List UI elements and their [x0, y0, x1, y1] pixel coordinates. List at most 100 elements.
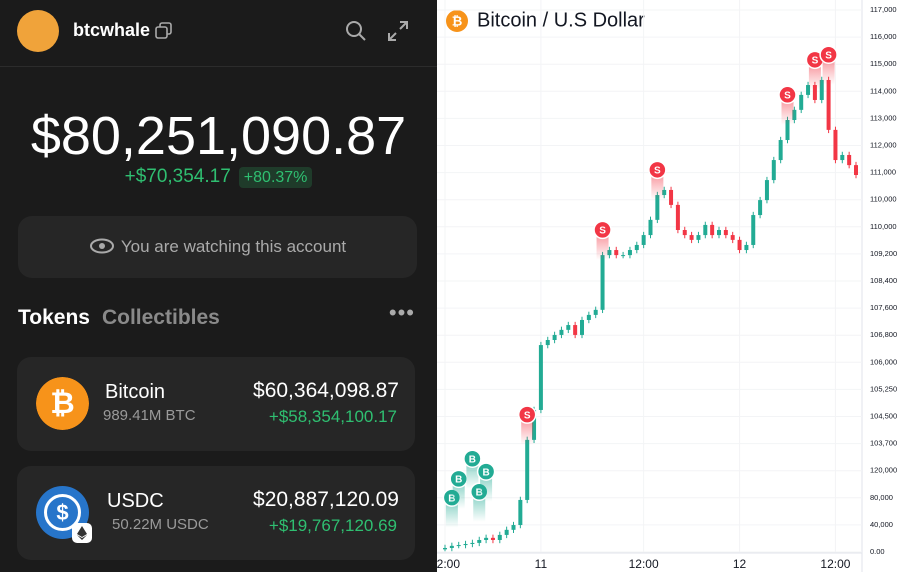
y-tick-label: 0.00	[870, 547, 885, 556]
candle-body	[737, 239, 742, 251]
chart: ₿ Bitcoin / U.S Dollar 117,000 116,000 115…	[430, 0, 897, 572]
watch-text: You are watching this account	[120, 237, 347, 256]
candle-body	[751, 215, 756, 245]
candle-body	[812, 85, 817, 100]
copy-icon[interactable]	[155, 22, 173, 40]
candle-body	[463, 543, 468, 546]
candle-body	[806, 85, 811, 95]
y-tick-label: 117,000	[870, 5, 897, 14]
candle-body	[833, 129, 838, 161]
signal-marker	[819, 45, 838, 64]
y-tick-label: 110,000	[870, 222, 897, 231]
candle-body	[662, 189, 667, 196]
candle-body	[504, 529, 509, 535]
candle-body	[545, 340, 550, 346]
candle-body	[600, 255, 605, 310]
candle-body	[559, 329, 564, 335]
wallet-panel: btcwhale $80,251,090.87 +$70,354.17 +80.3…	[0, 0, 437, 572]
candle-body	[703, 224, 708, 236]
account-name: btcwhale	[73, 20, 151, 40]
signal-label: B	[469, 454, 476, 465]
y-tick-label: 40,000	[870, 520, 893, 529]
tab[interactable]: Tokens	[18, 306, 90, 329]
token-gain: +$19,767,120.69	[268, 516, 397, 535]
candle-body	[744, 244, 749, 251]
candle-body	[621, 255, 626, 257]
tab[interactable]: Collectibles	[101, 306, 220, 329]
signal-label: B	[448, 493, 455, 504]
candle-body	[566, 325, 571, 330]
expand-icon[interactable]	[386, 19, 410, 43]
y-tick-label: 114,000	[870, 86, 897, 95]
y-tick-label: 103,700	[870, 439, 897, 448]
candle-body	[580, 319, 584, 335]
candle-body	[648, 219, 653, 236]
more-menu[interactable]: •••	[388, 300, 415, 325]
candle-body	[573, 325, 578, 335]
y-tick-label: 107,600	[870, 303, 897, 312]
candle-body	[490, 537, 495, 540]
candle-body	[449, 545, 454, 548]
signal-marker	[778, 85, 797, 105]
y-tick-label: 112,000	[870, 140, 897, 149]
chart-title: Bitcoin / U.S Dollar	[477, 9, 645, 31]
y-tick-label: 120,000	[870, 466, 897, 475]
signal-label: S	[825, 50, 832, 61]
signal-label: B	[476, 487, 483, 498]
candle-body	[470, 542, 475, 544]
signal-marker	[517, 405, 537, 424]
signal-label: S	[524, 410, 531, 421]
candle-body	[710, 224, 715, 236]
y-tick-label: 104,500	[870, 411, 897, 420]
token-value: $60,364,098.87	[253, 379, 399, 402]
candle-body	[641, 235, 646, 245]
candle-body	[538, 345, 543, 410]
token-gain: +$58,354,100.17	[268, 407, 397, 426]
avatar[interactable]	[17, 10, 59, 52]
candle-body	[854, 165, 858, 176]
signal-label: B	[482, 467, 489, 478]
candle-body	[443, 547, 447, 550]
y-tick-label: 106,800	[870, 330, 897, 339]
candle-body	[634, 244, 639, 251]
token-name: Bitcoin	[105, 381, 166, 403]
x-tick-label: 12	[733, 557, 747, 571]
candle-body	[627, 250, 632, 256]
x-tick-label: 11	[535, 557, 548, 571]
candle-body	[525, 439, 530, 500]
signal-label: S	[784, 90, 791, 101]
candle-body	[847, 154, 852, 166]
y-tick-label: 116,000	[870, 32, 897, 41]
candle-body	[792, 109, 797, 121]
candle-body	[497, 534, 502, 540]
signal-label: B	[455, 474, 462, 485]
x-tick-label: 12:00	[820, 557, 850, 571]
y-tick-label: 111,000	[870, 168, 896, 177]
search-icon[interactable]	[344, 19, 368, 43]
candle-body	[586, 314, 591, 320]
candle-body	[614, 250, 619, 256]
y-tick-label: 105,250	[870, 384, 897, 393]
balance-change: +$70,354.17 +80.37%	[0, 166, 437, 188]
candle-body	[771, 160, 776, 181]
candle-body	[764, 180, 769, 201]
y-tick-label: 113,000	[870, 113, 897, 122]
candle-body	[655, 195, 660, 220]
signal-label: S	[654, 165, 661, 176]
candle-body	[723, 230, 728, 236]
candle-body	[819, 79, 824, 100]
candle-body	[552, 334, 557, 341]
candle-body	[778, 140, 783, 161]
token-card[interactable]: ₿ Bitcoin 989.41M BTC $60,364,098.87 +$5…	[17, 357, 415, 451]
token-card[interactable]: $ USDC 50.22M USDC $20,887,120.09 +$19,7…	[17, 466, 415, 560]
candle-body	[593, 309, 598, 315]
candle-body	[682, 230, 687, 236]
candle-body	[532, 409, 537, 440]
header: btcwhale	[0, 0, 437, 67]
watch-notice: You are watching this account	[18, 216, 417, 278]
y-tick-label: 115,000	[870, 59, 897, 68]
candle-body	[477, 539, 482, 543]
token-name: USDC	[107, 490, 164, 512]
y-tick-label: 110,000	[870, 195, 897, 204]
